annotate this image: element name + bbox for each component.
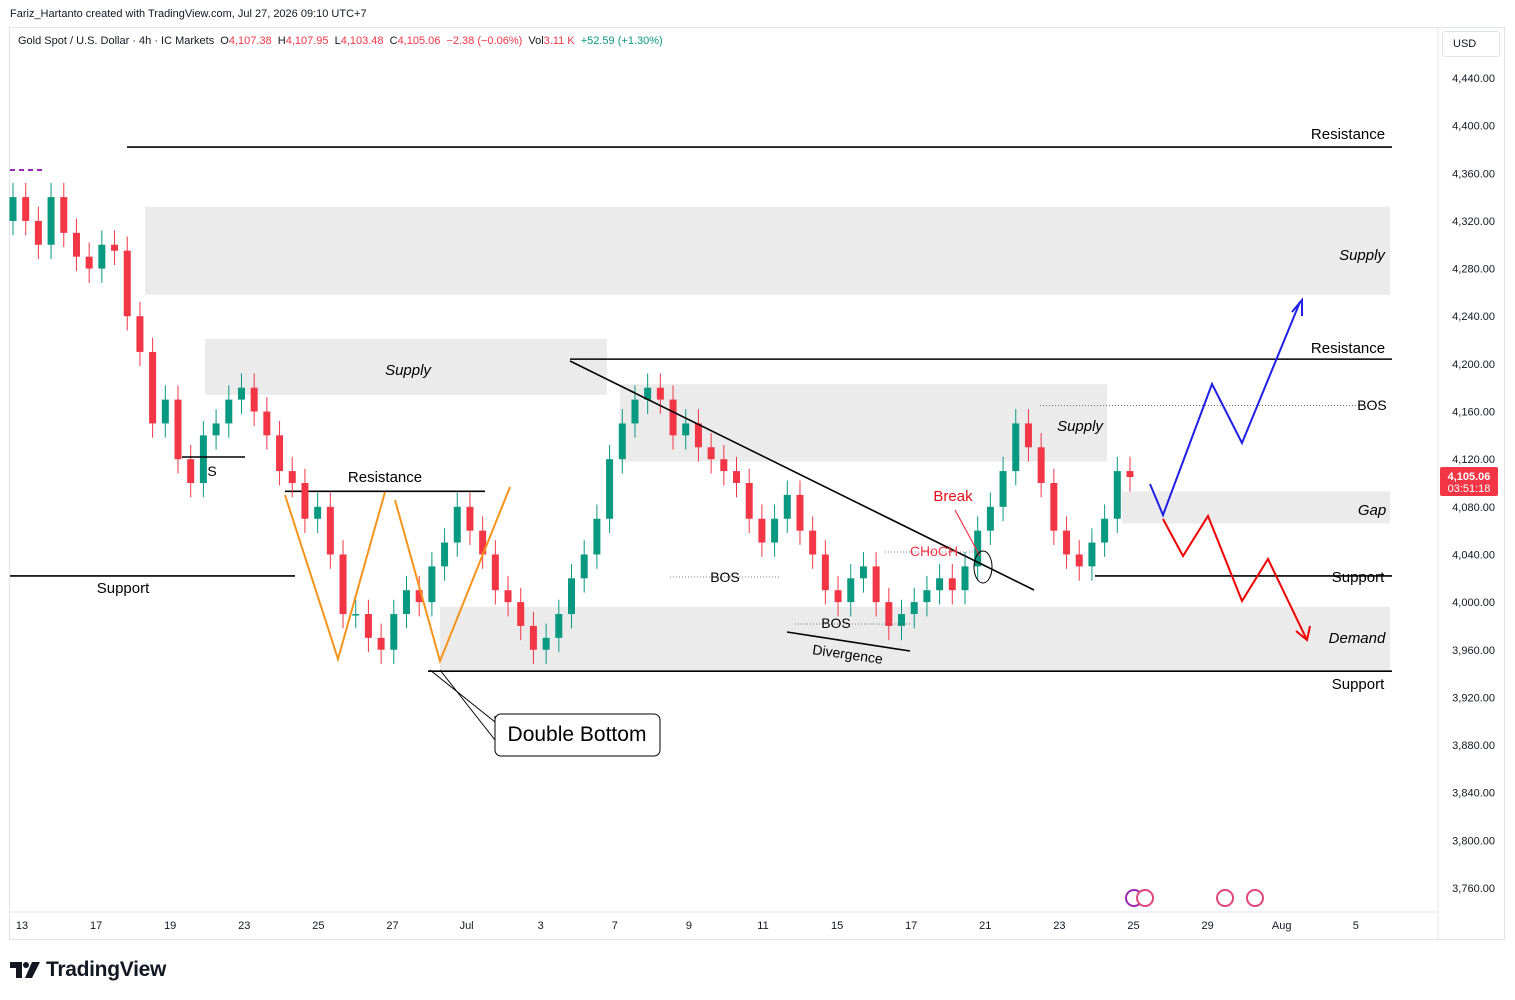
low-label: L (334, 35, 341, 47)
chart-frame[interactable] (9, 27, 1505, 940)
currency-selector[interactable]: USD (1442, 31, 1500, 57)
volume-change: +52.59 (+1.30%) (580, 35, 663, 47)
price-change: −2.38 (−0.06%) (446, 35, 523, 47)
close-value: 4,105.06 (397, 35, 441, 47)
tradingview-logo-icon (10, 962, 40, 978)
logo-text: TradingView (46, 958, 167, 981)
symbol-info-bar: Gold Spot / U.S. Dollar · 4h · IC Market… (18, 35, 666, 47)
tradingview-logo: TradingView (10, 958, 166, 982)
low-value: 4,103.48 (340, 35, 384, 47)
high-value: 4,107.95 (285, 35, 329, 47)
open-label: O (220, 35, 229, 47)
symbol-name[interactable]: Gold Spot / U.S. Dollar · 4h · IC Market… (18, 35, 215, 47)
close-label: C (389, 35, 398, 47)
high-label: H (277, 35, 286, 47)
volume-label: Vol (528, 35, 544, 47)
volume-value: 3.11 K (543, 35, 575, 47)
open-value: 4,107.38 (228, 35, 272, 47)
author-credit: Fariz_Hartanto created with TradingView.… (10, 8, 367, 20)
